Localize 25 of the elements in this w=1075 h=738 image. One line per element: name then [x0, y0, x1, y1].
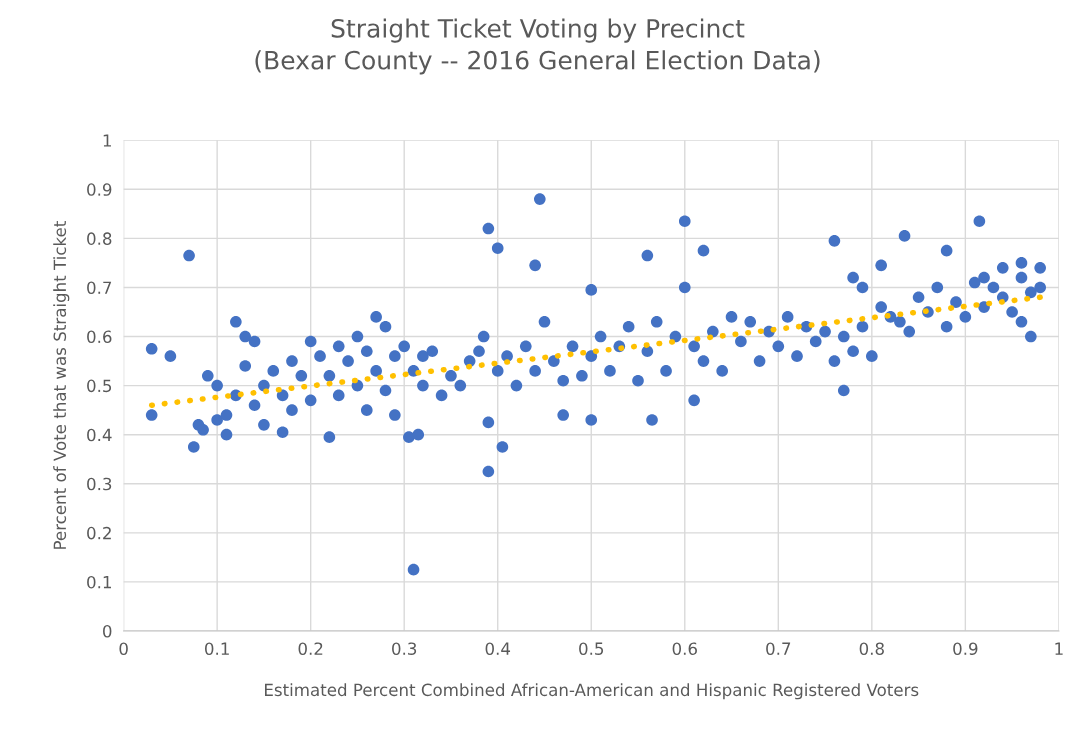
- x-axis-title: Estimated Percent Combined African-American and Hispanic Registered Voters: [265, 683, 919, 700]
- y-tick-label: 0.3: [87, 477, 112, 491]
- x-tick-label: 0.1: [205, 642, 229, 655]
- x-tick-label: 0.5: [579, 642, 604, 655]
- y-tick-label: 0: [103, 624, 112, 638]
- y-tick-label: 0.7: [87, 281, 112, 295]
- x-tick-label: 0.9: [953, 642, 978, 655]
- x-tick-label: 0: [119, 642, 128, 655]
- chart-title: Straight Ticket Voting by Precinct (Bexar County -- 2016 General Election Data): [255, 18, 820, 75]
- y-tick-label: 0.6: [87, 330, 112, 344]
- x-tick-label: 0.3: [392, 642, 417, 655]
- y-tick-label: 0.8: [87, 232, 112, 245]
- x-tick-label: 0.6: [672, 642, 697, 655]
- y-tick-label: 0.9: [87, 183, 112, 196]
- y-axis-title: Percent of Vote that was Straight Ticket: [53, 221, 70, 549]
- y-tick-label: 1: [103, 134, 111, 147]
- x-tick-label: 0.4: [485, 642, 511, 655]
- x-tick-label: 0.2: [298, 642, 323, 655]
- y-tick-label: 0.5: [87, 379, 112, 393]
- x-tick-label: 0.7: [766, 642, 791, 655]
- y-tick-label: 0.4: [87, 428, 112, 442]
- x-tick-label: 0.8: [859, 642, 884, 655]
- x-tick-label: 1: [1055, 642, 1063, 655]
- y-tick-label: 0.2: [87, 526, 111, 540]
- y-tick-label: 0.1: [87, 575, 111, 589]
